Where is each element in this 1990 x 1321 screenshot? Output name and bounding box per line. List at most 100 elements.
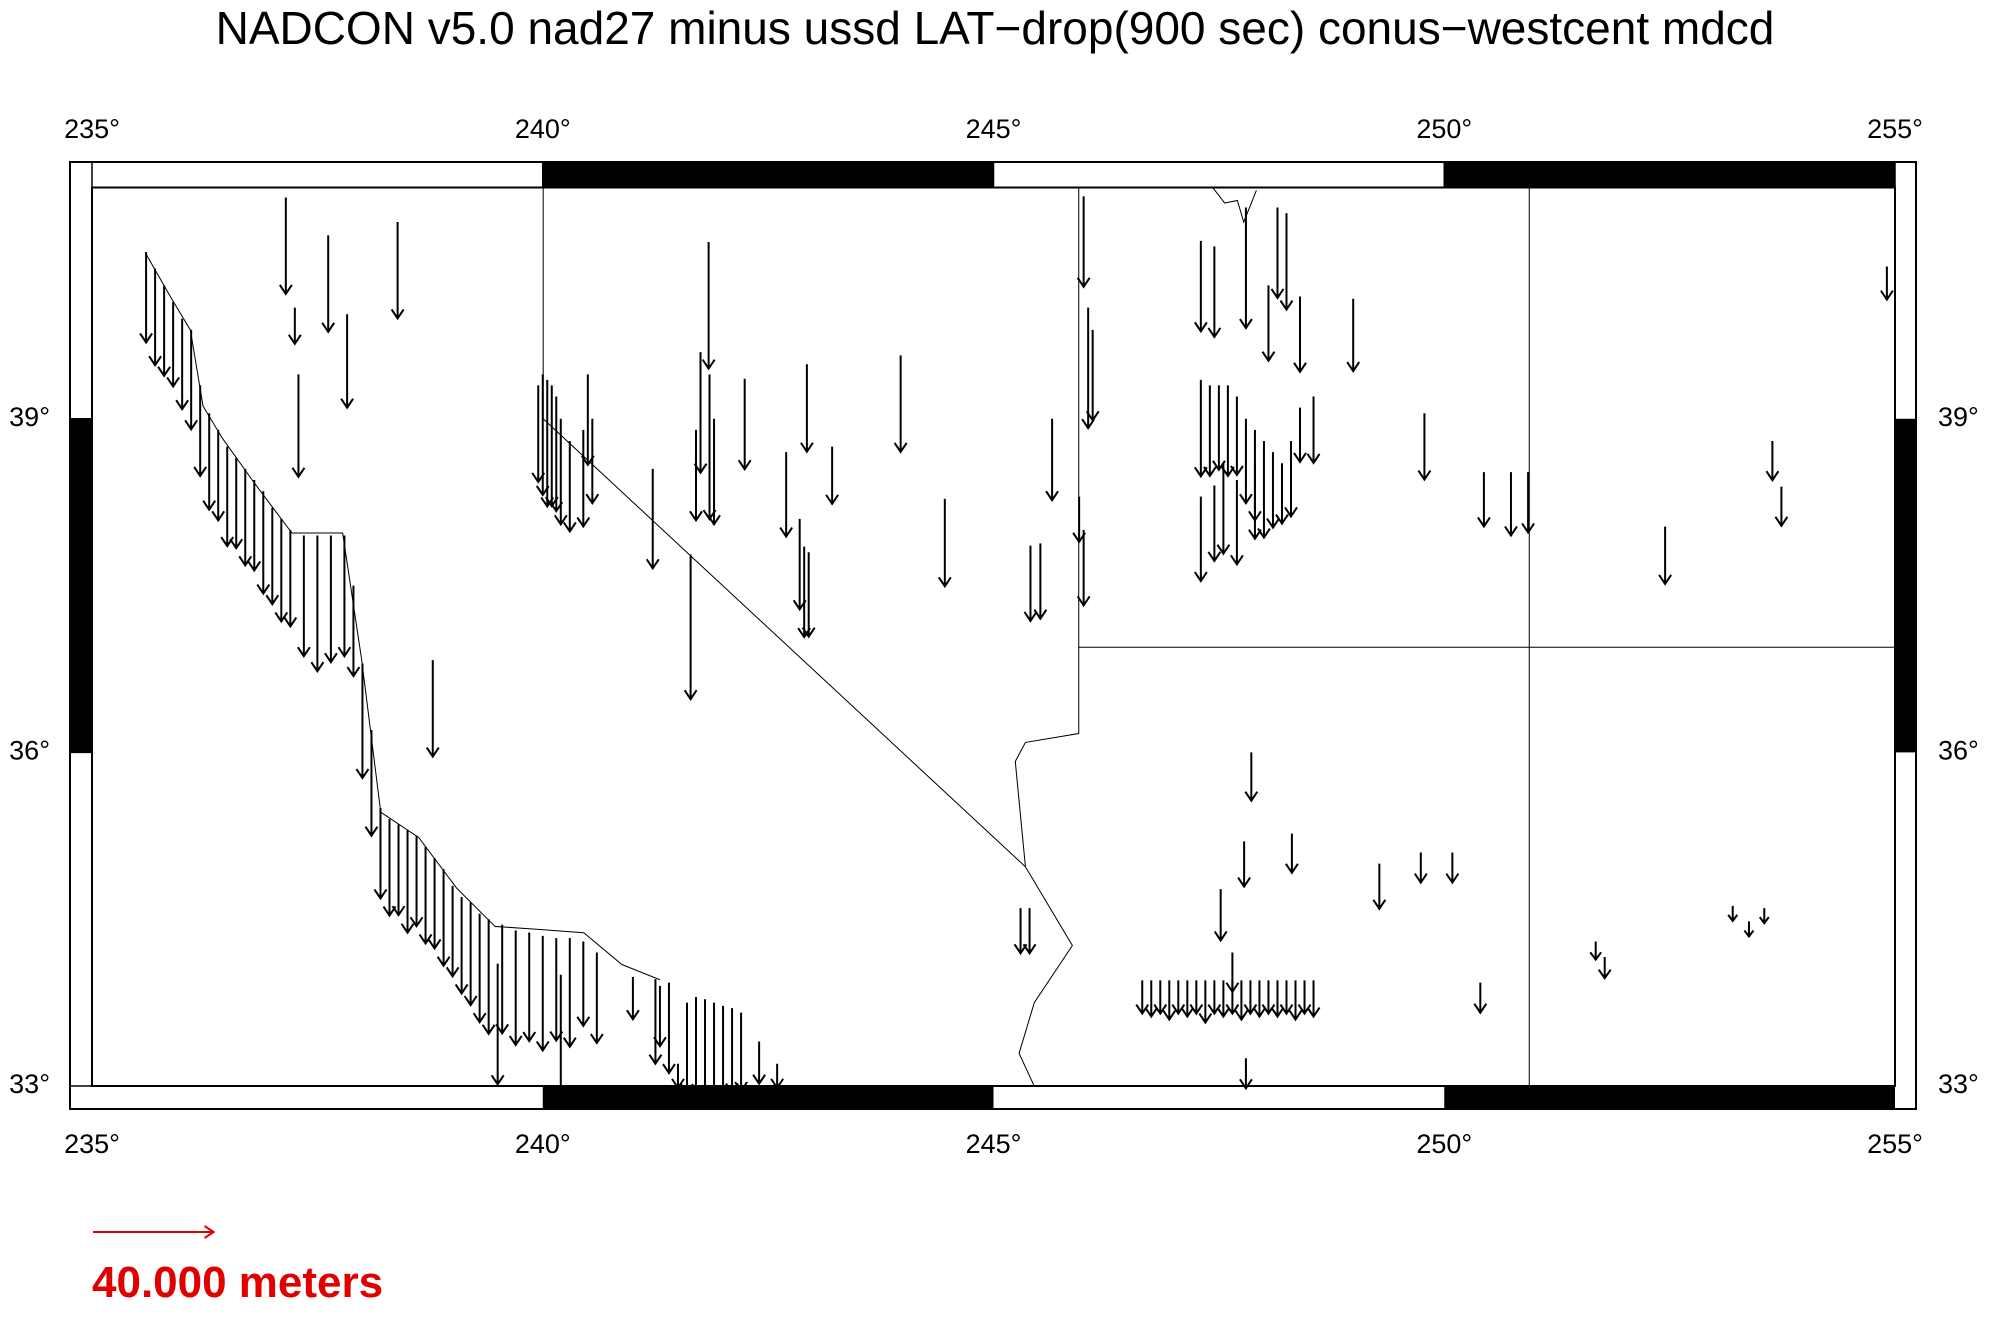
vector-arrow — [1216, 463, 1231, 556]
vector-layer — [139, 196, 1894, 1104]
vector-arrow — [409, 835, 424, 929]
lat-tick-label: 33° — [9, 1069, 50, 1099]
vector-arrow — [1085, 329, 1100, 423]
vector-arrow — [734, 1012, 748, 1093]
vector-arrow — [1230, 479, 1244, 567]
border — [494, 925, 661, 981]
vector-arrow — [645, 468, 660, 571]
vector-arrow — [1880, 266, 1894, 302]
frame-inner — [91, 186, 1896, 1087]
vector-arrow — [364, 730, 379, 838]
vector-arrow — [1252, 980, 1267, 1019]
vector-arrow — [283, 529, 298, 629]
vector-arrow — [1194, 379, 1208, 479]
vector-arrow — [1743, 921, 1755, 939]
vector-arrow — [1072, 496, 1086, 544]
vector-arrow — [671, 1063, 685, 1090]
vector-arrow — [1270, 207, 1285, 300]
vector-arrow — [689, 997, 703, 1099]
vector-arrow — [400, 830, 415, 935]
vector-arrow — [184, 329, 198, 432]
vector-arrow — [825, 446, 839, 506]
vector-arrow — [288, 307, 302, 346]
vector-arrow — [553, 418, 568, 527]
vector-arrow — [139, 251, 153, 345]
boundary — [1211, 186, 1257, 224]
vector-arrow — [1279, 980, 1294, 1016]
lon-tick-label: 250° — [1416, 114, 1472, 144]
vector-arrow — [1413, 852, 1428, 885]
vector-arrow — [1758, 908, 1770, 925]
map-title: NADCON v5.0 nad27 minus ussd LAT−drop(90… — [216, 2, 1775, 54]
vector-arrow — [265, 507, 280, 607]
vector-arrow — [340, 314, 354, 410]
vector-arrow — [1144, 980, 1159, 1019]
vector-arrow — [463, 902, 478, 1007]
vector-arrow — [683, 554, 698, 701]
frame-band — [1444, 162, 1895, 188]
vector-arrow — [324, 535, 338, 664]
frame-band — [542, 1086, 994, 1109]
lat-tick-label: 39° — [1938, 402, 1979, 432]
vector-arrow — [1081, 307, 1095, 430]
vector-arrow — [1270, 980, 1285, 1019]
vector-arrow — [1521, 472, 1535, 535]
vector-arrow — [725, 1008, 739, 1095]
lon-tick-label: 235° — [64, 1129, 120, 1159]
scale-legend: 40.000 meters — [92, 1225, 383, 1307]
vector-arrow — [553, 974, 568, 1104]
vector-arrow — [1045, 418, 1059, 503]
vector-arrow — [770, 1063, 784, 1090]
vector-arrow — [1504, 472, 1518, 538]
vector-arrow — [445, 885, 460, 979]
frame-band — [1895, 418, 1916, 753]
vector-arrow — [653, 985, 667, 1049]
vector-arrow — [1261, 285, 1276, 363]
lon-tick-label: 255° — [1867, 1129, 1923, 1159]
vector-arrow — [1275, 463, 1289, 526]
vector-arrow — [1765, 441, 1780, 483]
vector-arrow — [1198, 980, 1213, 1025]
vector-arrow — [1230, 396, 1244, 477]
vector-arrow — [1225, 952, 1240, 994]
lat-tick-label: 36° — [9, 736, 50, 766]
vector-arrow — [779, 452, 793, 539]
vector-arrow — [256, 491, 271, 596]
vector-arrow — [1279, 213, 1294, 312]
vector-arrow — [355, 663, 370, 780]
vector-arrow — [1266, 452, 1280, 530]
lat-tick-label: 39° — [9, 402, 50, 432]
lon-tick-label: 255° — [1867, 114, 1923, 144]
vector-arrow — [291, 374, 306, 479]
vector-arrow — [229, 457, 244, 550]
vector-arrow — [535, 935, 550, 1053]
vector-arrow — [1473, 982, 1488, 1015]
vector-arrow — [220, 446, 235, 548]
vector-arrow — [1727, 905, 1739, 923]
vector-arrow — [454, 896, 469, 996]
vector-arrow — [321, 235, 336, 334]
vector-arrow — [166, 302, 180, 389]
vector-arrow — [1023, 545, 1038, 623]
map-frame: 235° 235° 240° 240° 245° 245° 250° 250° 255° 255°… — [9, 114, 1979, 1159]
state-boundary — [1014, 186, 1080, 867]
vector-arrow — [310, 535, 325, 674]
vector-arrow — [193, 385, 208, 478]
vector-arrow — [1288, 980, 1303, 1022]
vector-arrow — [576, 941, 591, 1028]
vector-arrow — [391, 824, 406, 917]
vector-arrow — [382, 819, 397, 918]
frame-band — [1444, 1086, 1895, 1109]
vector-arrow — [1658, 526, 1672, 586]
vector-arrow — [680, 1002, 694, 1095]
vector-arrow — [148, 268, 162, 367]
vector-arrow — [800, 364, 814, 454]
vector-arrow — [1207, 485, 1222, 563]
vector-arrow — [893, 355, 908, 454]
vector-arrow — [1212, 385, 1226, 472]
vector-arrow — [1194, 240, 1208, 334]
vector-arrow — [1213, 889, 1228, 943]
vector-arrow — [937, 498, 952, 589]
